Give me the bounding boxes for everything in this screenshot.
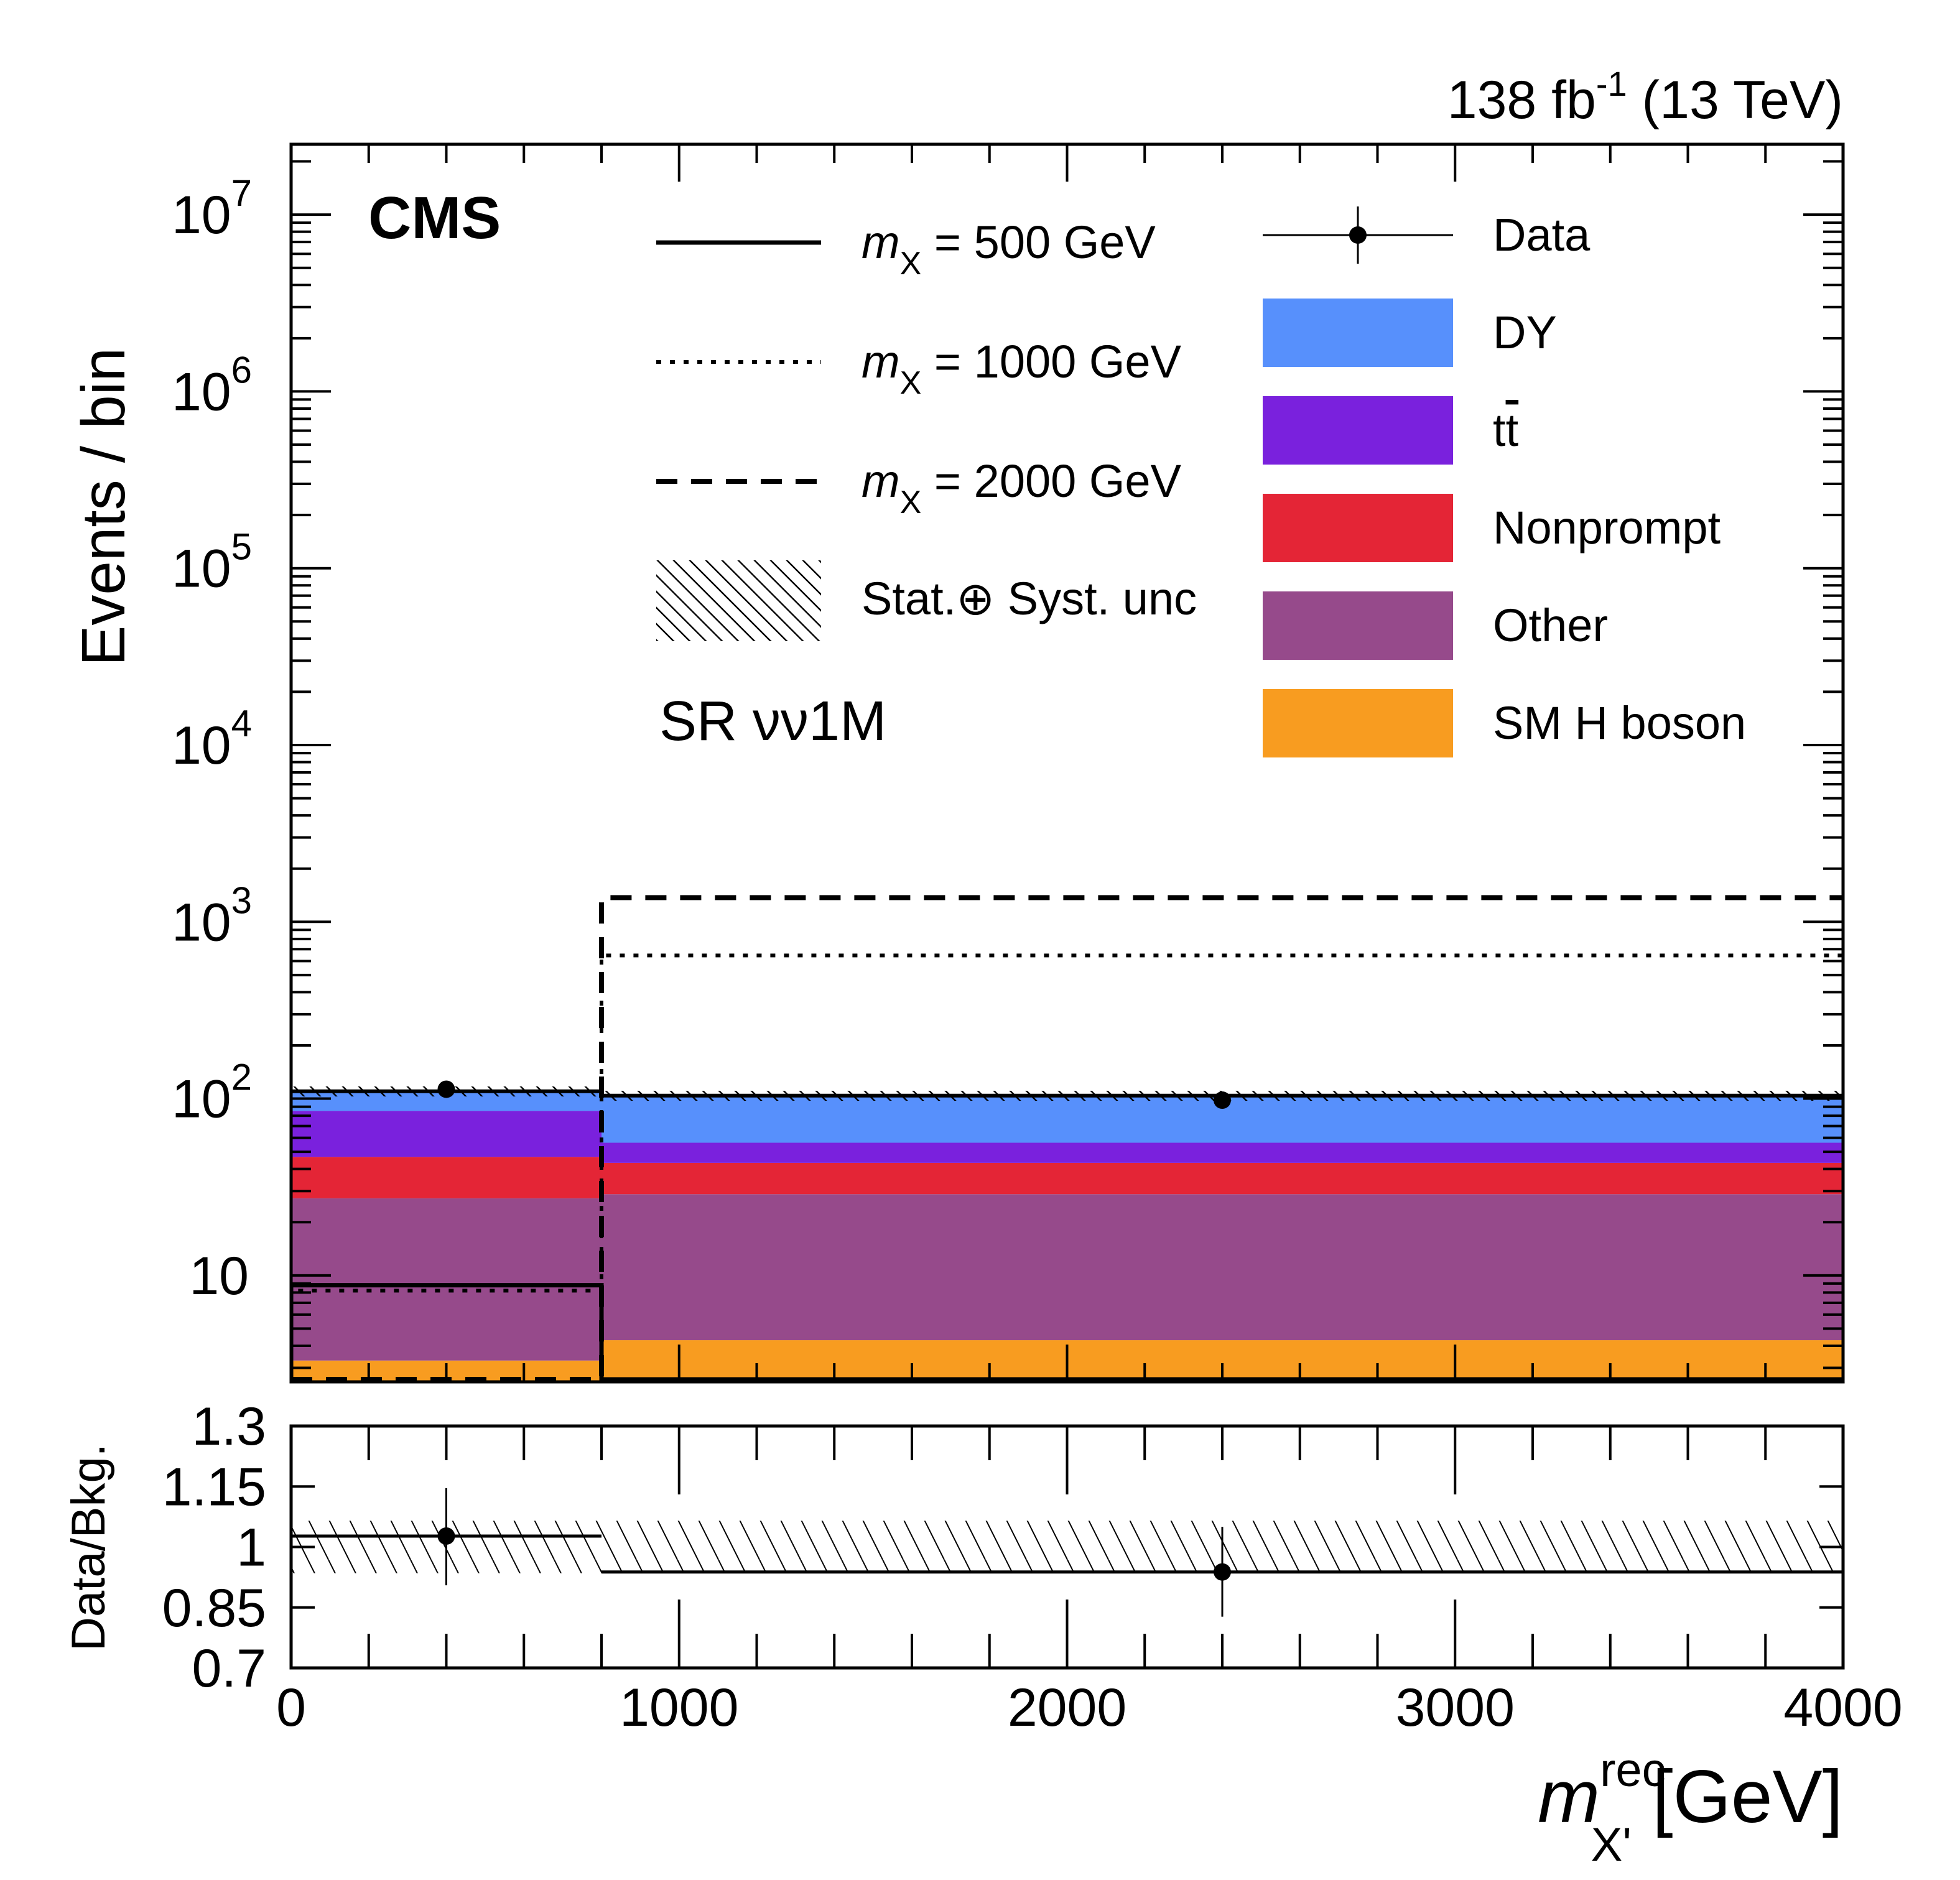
y-tick-label: 103 (172, 879, 252, 952)
ratio-y-tick-label: 0.7 (192, 1639, 266, 1698)
legend-label: Nonprompt (1493, 502, 1721, 553)
legend-swatch (1263, 396, 1453, 465)
y-tick-label: 105 (172, 526, 252, 599)
y-tick-label: 107 (172, 172, 252, 245)
legend-label: mX = 1000 GeV (862, 336, 1182, 401)
stack-bar-tt (291, 1111, 601, 1157)
x-tick-label: 2000 (1008, 1678, 1126, 1738)
stack-bar-other (601, 1194, 1843, 1341)
x-tick-label: 4000 (1783, 1678, 1902, 1738)
stack-bar-tt (601, 1142, 1843, 1163)
ratio-y-tick-label: 1 (236, 1518, 266, 1578)
y-tick-label: 10 (189, 1246, 249, 1306)
legend-data-marker (1349, 226, 1367, 244)
legend-signals: mX = 500 GeV mX = 1000 GeV mX = 2000 GeV St… (656, 216, 1197, 641)
legend-label: DY (1493, 307, 1557, 358)
legend-label: Stat.⊕ Syst. unc (862, 573, 1197, 624)
legend-swatch (1263, 494, 1453, 562)
ratio-y-tick-label: 1.15 (162, 1457, 266, 1517)
ratio-point (1214, 1563, 1231, 1581)
signal-line-solid (291, 1283, 1843, 1382)
y-tick-label: 102 (172, 1057, 252, 1129)
stack-bar-other (291, 1198, 601, 1361)
region-label: SR νν1M (659, 690, 886, 752)
legend-label: Other (1493, 600, 1608, 651)
data-point (437, 1080, 455, 1098)
main-axis-ticks: 10 102 103 104 105 106 107 (172, 144, 1844, 1382)
ratio-point (437, 1527, 455, 1545)
y-tick-label: 106 (172, 349, 252, 422)
x-tick-label: 0 (276, 1678, 306, 1738)
data-points (437, 1080, 1231, 1109)
legend-swatch (1263, 299, 1453, 367)
legend-label: tt (1493, 404, 1519, 456)
legend-backgrounds: Data DY tt Nonprompt Other SM H boson (1263, 206, 1746, 757)
legend-label: mX = 500 GeV (862, 216, 1156, 282)
experiment-label: CMS (368, 185, 501, 251)
legend-hatch-swatch (656, 560, 821, 641)
x-tick-label: 3000 (1396, 1678, 1515, 1738)
legend-label: mX = 2000 GeV (862, 455, 1182, 521)
legend-swatch (1263, 689, 1453, 757)
stack-bar-nonprompt (291, 1157, 601, 1198)
ratio-y-axis-title: Data/Bkg. (62, 1443, 115, 1651)
ratio-points (291, 1488, 1843, 1617)
y-axis-title: Events / bin (69, 348, 137, 666)
ratio-y-tick-label: 1.3 (192, 1397, 266, 1456)
background-stack (291, 1091, 1843, 1382)
x-axis-title: mrec X' [GeV] (1538, 1744, 1843, 1871)
stack-bar-nonprompt (601, 1162, 1843, 1195)
ratio-uncertainty-band (291, 1521, 1843, 1573)
legend-label: SM H boson (1493, 697, 1746, 749)
ratio-y-tick-label: 0.85 (162, 1578, 266, 1638)
data-point (1214, 1091, 1231, 1109)
legend-swatch (1263, 591, 1453, 660)
legend-label: Data (1493, 209, 1591, 261)
x-tick-label: 1000 (620, 1678, 738, 1738)
lumi-label: 138 fb-1 (13 TeV) (1447, 64, 1843, 130)
y-tick-label: 104 (172, 703, 252, 776)
